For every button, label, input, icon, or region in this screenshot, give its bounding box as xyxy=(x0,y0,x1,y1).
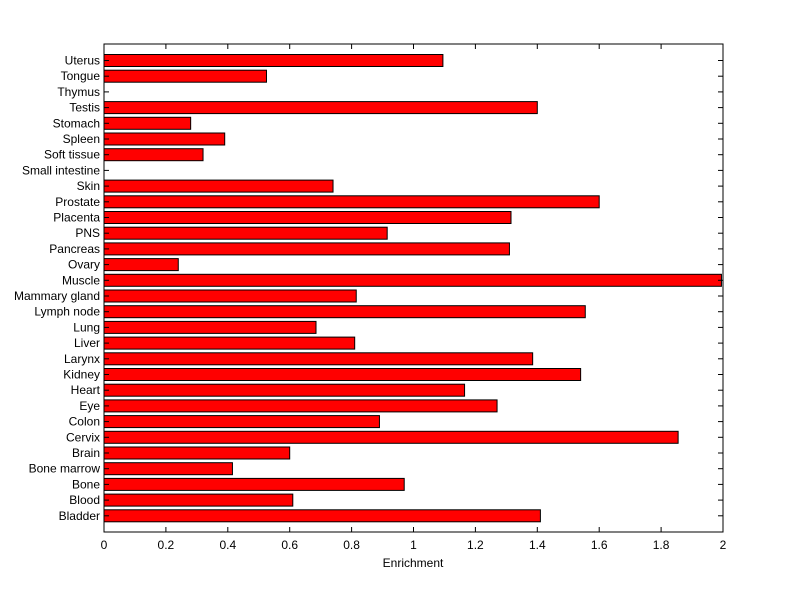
x-tick-label: 0.8 xyxy=(343,538,360,552)
y-tick-label: Bone marrow xyxy=(29,462,101,476)
y-tick-label: Blood xyxy=(69,493,100,507)
bar-prostate xyxy=(103,195,600,209)
bar-bladder xyxy=(103,509,541,523)
y-tick-label: Soft tissue xyxy=(44,148,100,162)
y-tick-label: Thymus xyxy=(57,85,100,99)
y-tick-label: Placenta xyxy=(53,211,100,225)
bar-pns xyxy=(103,226,388,240)
x-tick-label: 0.6 xyxy=(281,538,298,552)
y-tick-label: Brain xyxy=(72,446,100,460)
y-tick-label: Mammary gland xyxy=(14,289,100,303)
bar-lung xyxy=(103,320,317,334)
y-tick-label: Eye xyxy=(79,399,100,413)
bar-liver xyxy=(103,336,356,350)
bar-muscle xyxy=(103,273,722,287)
x-tick-label: 1.4 xyxy=(529,538,546,552)
x-tick-label: 1.2 xyxy=(467,538,484,552)
bar-bone xyxy=(103,477,405,491)
y-tick-label: Heart xyxy=(71,383,101,397)
y-tick-label: Larynx xyxy=(64,352,100,366)
bar-bone-marrow xyxy=(103,462,233,476)
bar-lymph-node xyxy=(103,305,586,319)
bar-kidney xyxy=(103,368,582,381)
x-tick-label: 2 xyxy=(720,538,727,552)
x-tick-label: 1.8 xyxy=(653,538,670,552)
bar-heart xyxy=(103,383,466,397)
bar-mammary-gland xyxy=(103,289,357,303)
y-tick-label: Uterus xyxy=(65,54,100,68)
y-tick-label: Muscle xyxy=(62,273,100,287)
y-tick-label: Lung xyxy=(73,320,100,334)
bar-brain xyxy=(103,446,291,460)
y-tick-label: Cervix xyxy=(66,430,100,444)
x-tick-label: 0.4 xyxy=(219,538,236,552)
y-tick-label: Bladder xyxy=(59,509,100,523)
x-ticks: 0 0.2 0.4 0.6 0.8 1 1.2 1.4 1.6 1.8 2 xyxy=(101,44,727,552)
bar-soft-tissue xyxy=(103,148,204,162)
bars xyxy=(103,54,722,523)
x-tick-label: 1.6 xyxy=(591,538,608,552)
y-tick-label: Testis xyxy=(69,101,100,115)
y-tick-label: Lymph node xyxy=(34,305,100,319)
y-tick-label: Kidney xyxy=(63,368,100,382)
bar-stomach xyxy=(103,116,192,130)
bar-eye xyxy=(103,399,498,413)
y-tick-label: Stomach xyxy=(53,116,100,130)
bar-uterus xyxy=(103,54,444,67)
x-tick-label: 0.2 xyxy=(158,538,175,552)
y-tick-label: Bone xyxy=(72,477,100,491)
y-tick-label: Small intestine xyxy=(22,163,100,177)
y-tick-label: Pancreas xyxy=(49,242,100,256)
bar-spleen xyxy=(103,132,226,146)
bar-larynx xyxy=(103,352,534,366)
y-tick-label: PNS xyxy=(75,226,100,240)
bar-colon xyxy=(103,415,380,429)
bar-skin xyxy=(103,179,334,193)
y-tick-label: Colon xyxy=(69,415,100,429)
x-tick-label: 0 xyxy=(101,538,108,552)
y-tick-label: Prostate xyxy=(55,195,100,209)
bar-pancreas xyxy=(103,242,510,256)
bar-testis xyxy=(103,101,538,115)
bar-tongue xyxy=(103,69,267,83)
y-tick-label: Liver xyxy=(74,336,100,350)
y-tick-label: Ovary xyxy=(68,258,100,272)
x-axis-label: Enrichment xyxy=(383,556,444,570)
y-tick-label: Spleen xyxy=(63,132,100,146)
bar-placenta xyxy=(103,211,512,224)
bar-blood xyxy=(103,493,294,507)
y-tick-label: Tongue xyxy=(61,69,101,83)
x-tick-label: 1 xyxy=(410,538,417,552)
y-tick-label: Skin xyxy=(77,179,100,193)
bar-ovary xyxy=(103,258,179,272)
bar-cervix xyxy=(103,430,679,444)
